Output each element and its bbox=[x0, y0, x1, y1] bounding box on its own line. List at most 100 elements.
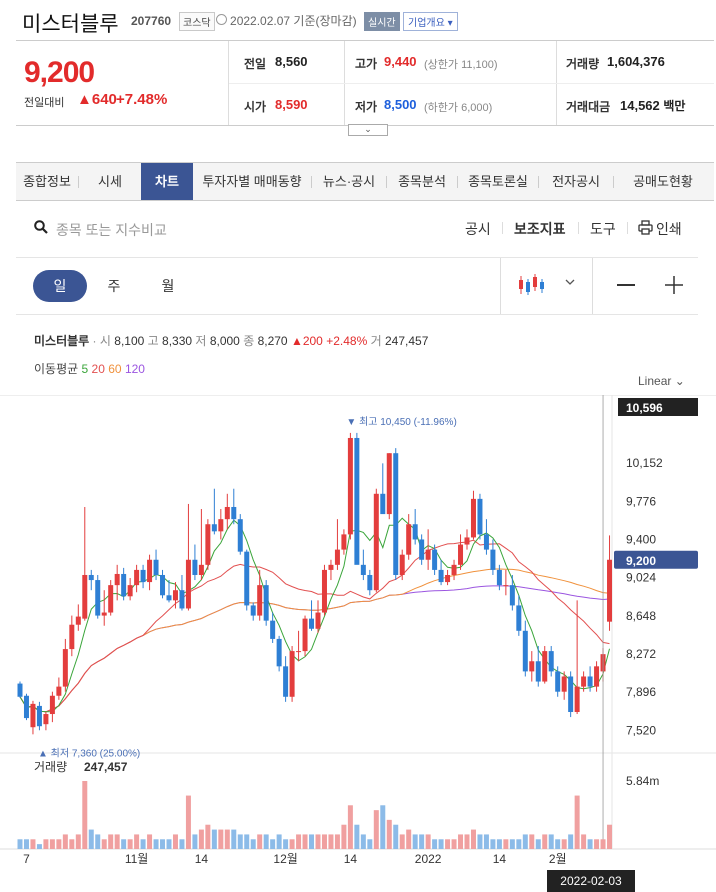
tab-investor[interactable]: 투자자별 매매동향 bbox=[202, 174, 302, 189]
divider bbox=[229, 83, 714, 84]
tab-chart[interactable]: 차트 bbox=[141, 163, 193, 200]
candle-body bbox=[529, 661, 535, 672]
volume-bar bbox=[496, 839, 502, 849]
candle-body bbox=[367, 574, 373, 591]
tab-discussion[interactable]: 종목토론실 bbox=[468, 174, 528, 189]
realtime-button[interactable]: 실시간 bbox=[364, 12, 400, 31]
amount-number: 14,562 bbox=[620, 98, 660, 113]
candle-body bbox=[419, 539, 425, 560]
volume-bar bbox=[153, 839, 159, 849]
candle-body bbox=[386, 453, 392, 515]
search-icon[interactable] bbox=[34, 220, 48, 234]
candle-body bbox=[224, 506, 230, 520]
indicators-button[interactable]: 보조지표 bbox=[514, 221, 566, 237]
volume-bar bbox=[607, 824, 613, 849]
candle-body bbox=[425, 549, 431, 560]
low-marker: ▲ 최저 7,360 (25.00%) bbox=[38, 747, 140, 759]
candle-body bbox=[373, 493, 379, 591]
volume-bar bbox=[542, 834, 548, 849]
zoom-out-icon[interactable] bbox=[617, 284, 635, 286]
scale-mode-label: Linear bbox=[638, 374, 672, 388]
volume-bar bbox=[88, 829, 94, 849]
volume-bar bbox=[172, 834, 178, 849]
volume-value: 247,457 bbox=[384, 334, 429, 348]
candle-body bbox=[17, 683, 23, 697]
price-tick-label: 9,024 bbox=[626, 571, 656, 585]
high-label: 고가 bbox=[355, 57, 378, 71]
volume-bar bbox=[315, 834, 321, 849]
candle-body bbox=[257, 585, 263, 616]
zoom-in-icon[interactable] bbox=[664, 275, 684, 295]
period-month-button[interactable]: 월 bbox=[161, 278, 175, 294]
volume-bar bbox=[179, 839, 185, 849]
divider bbox=[228, 41, 229, 125]
price-tick-label: 9,776 bbox=[626, 494, 656, 508]
tab-disclosure[interactable]: 전자공시 bbox=[552, 174, 600, 189]
candle-body bbox=[160, 574, 166, 596]
volume-bar bbox=[574, 795, 580, 849]
compare-search-input[interactable]: 종목 또는 지수비교 bbox=[56, 222, 167, 238]
tab-quote[interactable]: 시세 bbox=[98, 174, 122, 189]
volume-bar bbox=[354, 824, 360, 849]
divider bbox=[502, 222, 503, 234]
tab-divider bbox=[386, 176, 387, 188]
candle-body bbox=[127, 585, 133, 597]
volume-bar bbox=[406, 829, 412, 849]
date-text: 2022.02.07 bbox=[230, 14, 291, 28]
tab-bar: 종합정보 시세 차트 투자자별 매매동향 뉴스·공시 종목분석 종목토론실 전자… bbox=[16, 162, 714, 201]
print-button[interactable]: 인쇄 bbox=[656, 221, 682, 237]
disclosure-button[interactable]: 공시 bbox=[465, 221, 491, 237]
volume-bar bbox=[470, 829, 476, 849]
volume-bar bbox=[211, 829, 217, 849]
change-value: ▲200 bbox=[290, 334, 323, 348]
last-price-badge: 9,200 bbox=[626, 554, 656, 568]
tab-analysis[interactable]: 종목분석 bbox=[398, 174, 446, 189]
volume-bar bbox=[399, 834, 405, 849]
period-week-button[interactable]: 주 bbox=[107, 278, 121, 294]
volume-bar bbox=[529, 834, 535, 849]
chevron-down-icon[interactable] bbox=[565, 278, 575, 286]
chevron-down-icon[interactable]: ⌄ bbox=[348, 124, 388, 136]
volume-bar bbox=[134, 834, 140, 849]
ma-label: 이동평균 bbox=[34, 362, 79, 376]
tab-divider bbox=[311, 176, 312, 188]
volume-bar bbox=[56, 839, 62, 849]
ma5-line bbox=[19, 517, 610, 713]
ma20-line bbox=[19, 539, 610, 713]
company-info-dropdown[interactable]: 기업개요 ▾ bbox=[403, 12, 458, 31]
tab-divider bbox=[78, 176, 79, 188]
volume-bar bbox=[373, 810, 379, 849]
candle-body bbox=[458, 544, 464, 565]
volume-bar bbox=[516, 839, 522, 849]
candle-body bbox=[509, 585, 515, 606]
tab-short-selling[interactable]: 공매도현황 bbox=[633, 174, 693, 189]
divider bbox=[627, 222, 628, 234]
candle-body bbox=[451, 564, 457, 575]
tab-news[interactable]: 뉴스·공시 bbox=[322, 174, 376, 189]
tools-button[interactable]: 도구 bbox=[590, 221, 616, 237]
candle-body bbox=[289, 651, 295, 697]
volume-bar bbox=[568, 834, 574, 849]
candle-body bbox=[561, 676, 567, 692]
scale-mode-dropdown[interactable]: Linear ⌄ bbox=[638, 374, 685, 388]
x-tick-label: 11월 bbox=[125, 852, 149, 866]
volume-bar bbox=[270, 839, 276, 849]
volume-bar bbox=[425, 834, 431, 849]
candle-body bbox=[69, 624, 75, 650]
tab-overview[interactable]: 종합정보 bbox=[23, 174, 71, 189]
printer-icon[interactable] bbox=[638, 220, 653, 235]
period-day-button[interactable]: 일 bbox=[33, 270, 87, 302]
candle-body bbox=[134, 569, 140, 586]
top-price-badge-bg bbox=[618, 398, 698, 416]
candle-body bbox=[198, 564, 204, 575]
prev-close-label: 전일 bbox=[244, 57, 267, 71]
amount-unit: 백만 bbox=[663, 99, 686, 113]
volume-bar bbox=[587, 839, 593, 849]
volume-bar bbox=[451, 839, 457, 849]
x-tick-label: 14 bbox=[195, 852, 209, 866]
candle-body bbox=[276, 638, 282, 667]
price-chart[interactable]: 10,152 9,776 9,400 9,024 8,648 8,272 7,896 7,52… bbox=[0, 395, 716, 870]
candle-body bbox=[321, 569, 327, 613]
candlestick-chart-icon[interactable] bbox=[518, 273, 544, 297]
volume-value: 247,457 bbox=[84, 760, 128, 774]
